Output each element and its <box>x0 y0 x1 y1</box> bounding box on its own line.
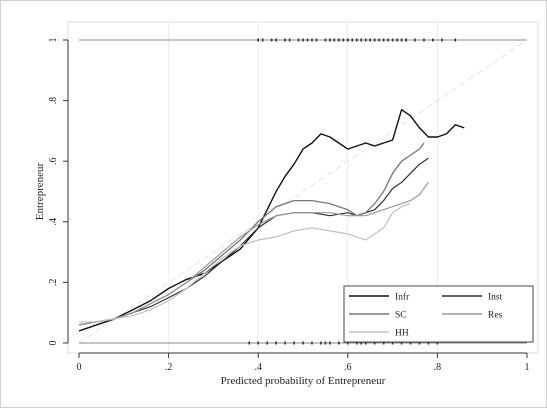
legend-label-infr: Infr <box>395 292 410 303</box>
x-tick-label: .2 <box>165 362 173 373</box>
y-tick-label: .2 <box>48 279 59 287</box>
y-tick-label: .8 <box>48 97 59 105</box>
x-axis-label: Predicted probability of Entrepreneur <box>221 375 386 387</box>
legend: Infr Inst SC Res HH <box>343 285 534 343</box>
x-tick-label: .6 <box>344 362 352 373</box>
y-tick-label: .4 <box>48 218 59 226</box>
axes: 0 .2 .4 .6 .8 1 0 .2 .4 .6 .8 1 <box>48 38 530 374</box>
x-tick-label: 1 <box>525 362 530 373</box>
reference-line <box>78 39 528 344</box>
x-tick-label: .4 <box>254 362 262 373</box>
x-tick-label: .8 <box>434 362 442 373</box>
series-line-infr <box>78 108 465 332</box>
y-tick-label: 1 <box>48 38 59 43</box>
legend-label-res: Res <box>488 311 503 321</box>
x-tick-label: 0 <box>77 362 82 373</box>
rug-marks <box>79 38 527 345</box>
y-axis-label: Entrepreneur <box>34 162 46 220</box>
legend-label-inst: Inst <box>488 293 503 303</box>
series-line-hh <box>79 203 411 323</box>
legend-label-hh: HH <box>395 329 409 339</box>
reference-line-group <box>78 39 528 344</box>
y-tick-label: .6 <box>48 157 59 165</box>
series-lines <box>78 108 465 332</box>
y-tick-label: 0 <box>48 341 59 346</box>
legend-label-sc: SC <box>395 311 407 321</box>
series-line-res <box>78 182 429 326</box>
